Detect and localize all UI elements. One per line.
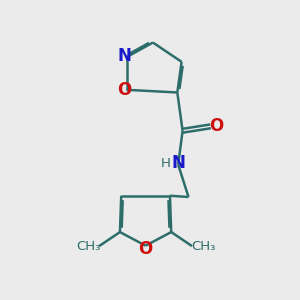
Text: CH₃: CH₃ [191, 240, 215, 253]
Text: N: N [171, 154, 185, 172]
Text: O: O [209, 117, 223, 135]
Text: O: O [139, 240, 153, 258]
Text: O: O [117, 81, 131, 99]
Text: N: N [117, 46, 131, 64]
Text: H: H [161, 157, 171, 169]
Text: CH₃: CH₃ [76, 240, 100, 253]
